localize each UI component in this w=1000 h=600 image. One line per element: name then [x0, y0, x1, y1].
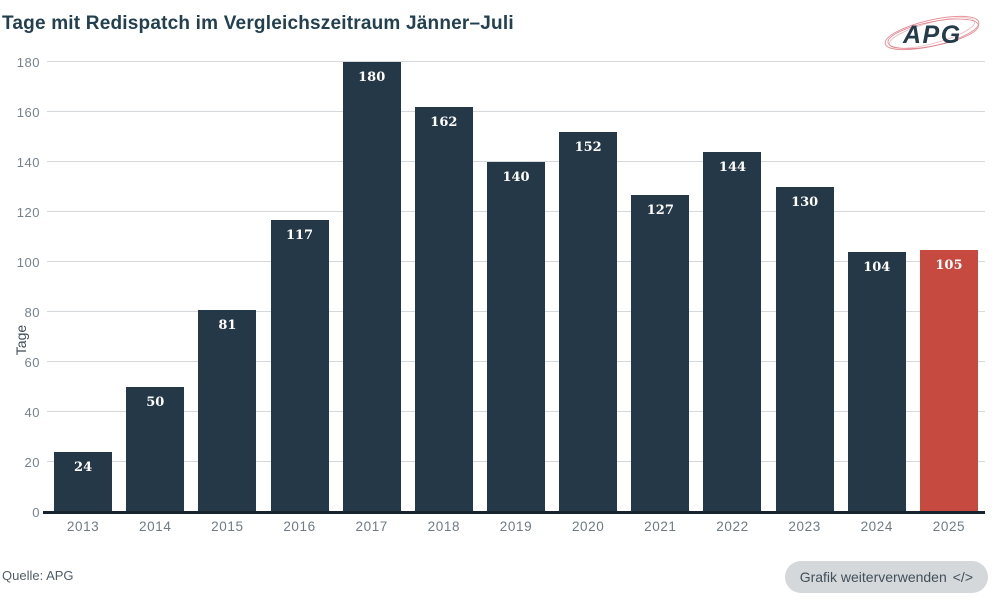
bar-2015[interactable]: 81 [198, 309, 257, 512]
x-axis-tick-label: 2018 [427, 519, 461, 534]
gridline [47, 161, 985, 162]
bar-slot: 162 [408, 62, 480, 512]
logo-swoosh-icon [884, 15, 980, 51]
bar-2022[interactable]: 144 [703, 152, 762, 512]
x-axis-tick-label: 2020 [571, 519, 605, 534]
page-title: Tage mit Redispatch im Vergleichszeitrau… [2, 13, 514, 34]
x-axis-tick-label: 2014 [139, 519, 172, 534]
bars-container: 24 50 81 117 180 162 140 152 127 144 130 104 105 [47, 62, 985, 512]
logo-text: APG [902, 21, 962, 49]
bar-slot: 24 [47, 62, 119, 512]
bar-slot: 81 [191, 62, 263, 512]
bar-slot: 104 [841, 62, 913, 512]
x-axis-baseline [43, 511, 985, 514]
x-axis-tick-label: 2019 [499, 519, 533, 534]
bar-slot: 105 [913, 62, 985, 512]
bar-2013[interactable]: 24 [54, 452, 113, 512]
bar-slot: 127 [624, 62, 696, 512]
bar-2016[interactable]: 117 [270, 219, 329, 512]
y-axis-tick-label: 0 [32, 505, 40, 520]
x-axis-tick-label: 2025 [932, 519, 966, 534]
bar-value-label: 162 [430, 115, 458, 130]
bar-value-label: 127 [646, 202, 674, 218]
bar-2021[interactable]: 127 [631, 194, 690, 512]
bar-2020[interactable]: 152 [559, 132, 618, 512]
y-axis-tick-label: 180 [16, 55, 40, 70]
gridline [47, 111, 985, 112]
apg-logo: APG [884, 15, 980, 51]
bar-2014[interactable]: 50 [126, 387, 185, 512]
x-axis-tick-label: 2017 [355, 519, 388, 534]
bar-slot: 130 [769, 62, 841, 512]
bar-2025[interactable]: 105 [919, 249, 978, 512]
bar-value-label: 180 [358, 70, 386, 85]
y-axis-tick-label: 40 [24, 405, 40, 420]
bar-value-label: 105 [935, 257, 963, 273]
x-axis-tick-label: 2013 [66, 519, 100, 534]
bar-slot: 144 [696, 62, 768, 512]
bar-value-label: 144 [718, 160, 747, 175]
bar-slot: 152 [552, 62, 624, 512]
bar-slot: 117 [263, 62, 335, 512]
bar-value-label: 24 [74, 460, 93, 475]
x-axis-tick-label: 2022 [716, 519, 749, 534]
bar-chart-plot-area: Tage 0 20 40 60 80 100 120 140 160 180 24 50 81 117 1… [13, 55, 985, 520]
y-axis-title: Tage [13, 324, 29, 356]
x-axis-tick-label: 2015 [211, 519, 244, 534]
y-axis-tick-label: 80 [24, 305, 40, 320]
reuse-graphic-label: Grafik weiterverwenden [799, 569, 947, 585]
y-axis-tick-label: 60 [24, 355, 40, 370]
bar-2024[interactable]: 104 [847, 252, 906, 512]
x-axis-tick-labels: 2013 2014 2015 2016 2017 2018 2019 2020 2021 2022… [47, 519, 985, 534]
reuse-graphic-button[interactable]: Grafik weiterverwenden </> [784, 561, 988, 593]
bar-value-label: 130 [791, 195, 819, 210]
bar-2018[interactable]: 162 [414, 107, 473, 512]
y-axis-tick-label: 120 [16, 205, 40, 220]
x-axis-tick-label: 2021 [644, 519, 677, 534]
y-axis-tick-label: 140 [16, 155, 40, 170]
bar-2023[interactable]: 130 [775, 187, 834, 512]
bar-2017[interactable]: 180 [342, 62, 401, 512]
bar-value-label: 117 [285, 227, 314, 243]
x-axis-tick-label: 2023 [788, 519, 821, 534]
bar-value-label: 50 [146, 395, 165, 410]
code-icon: </> [952, 569, 973, 585]
source-note: Quelle: APG [2, 568, 74, 583]
bar-value-label: 104 [863, 260, 891, 275]
y-axis-tick-label: 20 [24, 455, 40, 470]
y-axis-tick-label: 160 [16, 105, 40, 120]
bar-value-label: 81 [218, 317, 237, 333]
x-axis-tick-label: 2016 [283, 519, 316, 534]
bar-slot: 50 [119, 62, 191, 512]
y-axis-tick-label: 100 [16, 255, 40, 270]
bar-slot: 180 [336, 62, 408, 512]
gridline [47, 61, 985, 62]
x-axis-tick-label: 2024 [860, 519, 894, 534]
bar-slot: 140 [480, 62, 552, 512]
bar-value-label: 152 [574, 140, 602, 155]
bar-value-label: 140 [502, 170, 530, 185]
bar-2019[interactable]: 140 [487, 162, 546, 512]
